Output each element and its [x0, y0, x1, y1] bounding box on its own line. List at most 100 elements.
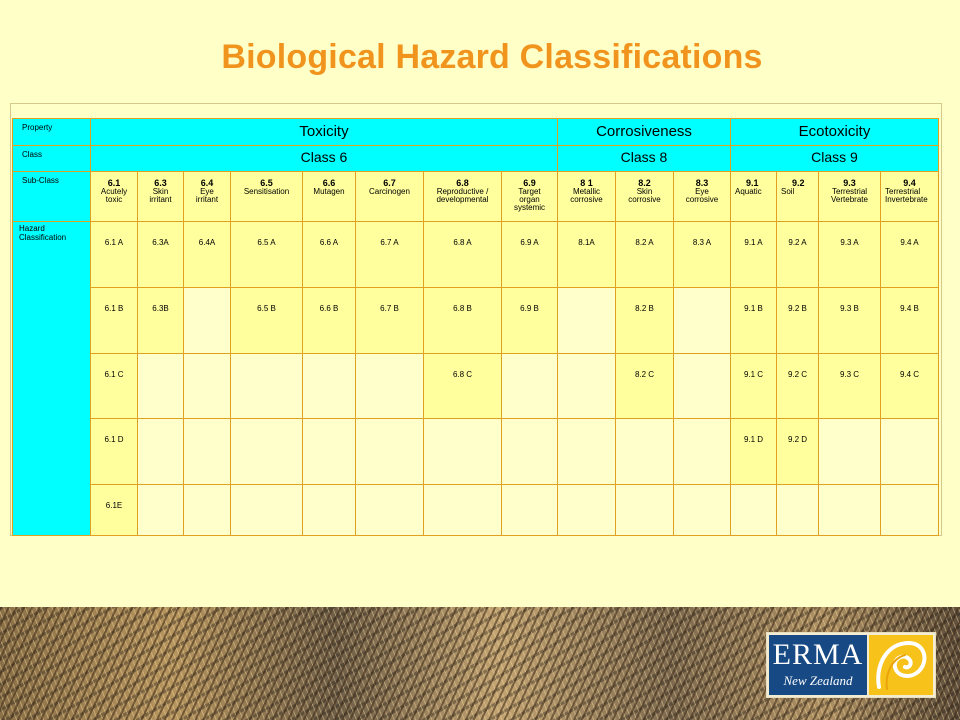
hazard-class-value: 9.1 A: [744, 238, 763, 247]
property-label: Property: [22, 123, 53, 132]
subclass-6-9: 6.9 Target organ systemic: [501, 171, 558, 222]
hazard-class-value: 6.5 A: [257, 238, 276, 247]
hazard-cell-empty: [557, 418, 616, 485]
subclass-6-5: 6.5 Sensitisation: [230, 171, 303, 222]
hazard-cell-empty: [673, 484, 731, 536]
hazard-cell-8-2-a: 8.2 A: [615, 221, 674, 288]
subclass-9-1: 9.1 Aquatic: [730, 171, 777, 222]
hazard-cell-empty: [137, 484, 184, 536]
hazard-class-value: 6.9 A: [520, 238, 539, 247]
hazard-cell-9-4-c: 9.4 C: [880, 353, 939, 419]
hazard-class-value: 8.3 A: [692, 238, 712, 247]
hazard-cell-empty: [880, 484, 939, 536]
hazard-cell-6-7-b: 6.7 B: [355, 287, 424, 354]
ecotoxicity-group: Ecotoxicity: [798, 123, 871, 140]
toxicity-group-cell: Toxicity: [90, 118, 558, 146]
hazard-cell-6-6-a: 6.6 A: [302, 221, 356, 288]
hazard-class-value: 6.7 B: [380, 304, 399, 313]
hazard-cell-empty: [818, 484, 881, 536]
subclass-code: 6.9: [523, 178, 536, 188]
hazard-class-value: 9.4 B: [900, 304, 919, 313]
logo-subtitle: New Zealand: [783, 673, 853, 688]
hazard-cell-9-1-b: 9.1 B: [730, 287, 777, 354]
hazard-cell-empty: [355, 353, 424, 419]
subclass-6-6: 6.6 Mutagen: [302, 171, 356, 222]
hazard-class-value: 6.1 B: [104, 304, 124, 313]
class8-cell: Class 8: [557, 145, 731, 172]
subclass-name: Carcinogen: [369, 187, 410, 196]
subclass-code: 6.5: [260, 178, 273, 188]
subclass-9-3: 9.3 Terrestrial Vertebrate: [818, 171, 881, 222]
hazard-cell-9-2-b: 9.2 B: [776, 287, 819, 354]
hazard-class-value: 9.4 C: [899, 370, 920, 379]
hazard-classification-table: Property Toxicity Corrosiveness Ecotoxic…: [12, 118, 939, 536]
subclass-label-cell: Sub-Class: [12, 171, 91, 222]
hazard-class-value: 6.8 B: [453, 304, 472, 313]
hazard-cell-9-1-a: 9.1 A: [730, 221, 777, 288]
hazard-class-value: 6.7 A: [380, 238, 399, 247]
hazard-cell-6-9-a: 6.9 A: [501, 221, 558, 288]
hazard-cell-empty: [557, 353, 616, 419]
hazard-class-value: 9.1 D: [743, 435, 764, 444]
hazard-class-value: 6.5 B: [257, 304, 276, 313]
hazard-class-value: 8.2 C: [634, 370, 655, 379]
hazard-class-value: 6.6 B: [319, 304, 339, 313]
hazard-cell-empty: [423, 484, 502, 536]
hazard-cell-empty: [501, 484, 558, 536]
hazard-cell-9-4-a: 9.4 A: [880, 221, 939, 288]
hazard-cell-6-1-a: 6.1 A: [90, 221, 138, 288]
hazard-cell-empty: [355, 484, 424, 536]
hazard-cell-9-3-c: 9.3 C: [818, 353, 881, 419]
page-title: Biological Hazard Classifications: [221, 38, 763, 76]
subclass-code: 9.4: [903, 178, 916, 188]
hazard-cell-empty: [183, 287, 231, 354]
hazard-cell-8-2-b: 8.2 B: [615, 287, 674, 354]
class8-header: Class 8: [620, 149, 668, 165]
hazard-cell-6-1-c: 6.1 C: [90, 353, 138, 419]
hazard-class-value: 6.1 D: [104, 435, 124, 444]
hazard-cell-8-1-a: 8.1A: [557, 221, 616, 288]
hazard-class-value: 6.8 A: [453, 238, 472, 247]
subclass-code: 8.2: [638, 178, 651, 188]
hazard-class-value: 6.1 C: [104, 370, 124, 379]
table-frame: [10, 103, 942, 536]
subclass-label: Sub-Class: [22, 176, 59, 185]
hazard-cell-6-6-b: 6.6 B: [302, 287, 356, 354]
hazard-cell-empty: [615, 484, 674, 536]
subclass-name: Metallic corrosive: [570, 187, 603, 204]
hazard-class-value: 6.3A: [152, 238, 169, 247]
hazard-cell-6-7-a: 6.7 A: [355, 221, 424, 288]
subclass-code: 8 1: [580, 178, 593, 188]
subclass-code: 6.8: [456, 178, 469, 188]
hazard-cell-empty: [230, 418, 303, 485]
hazard-cell-empty: [615, 418, 674, 485]
hazard-cell-empty: [302, 484, 356, 536]
logo-wordmark-panel: ERMA New Zealand: [769, 635, 867, 695]
hazard-cell-9-3-b: 9.3 B: [818, 287, 881, 354]
class6-header: Class 6: [300, 149, 348, 165]
hazard-cell-empty: [730, 484, 777, 536]
subclass-code: 9.3: [843, 178, 856, 188]
hazard-class-value: 9.1 C: [743, 370, 764, 379]
hazard-cell-empty: [501, 353, 558, 419]
hazard-cell-9-2-a: 9.2 A: [776, 221, 819, 288]
subclass-name: Reproductive / developmental: [436, 187, 489, 204]
hazard-cell-6-3-b: 6.3B: [137, 287, 184, 354]
hazard-class-value: 9.2 C: [787, 370, 808, 379]
hazard-class-value: 9.2 D: [787, 435, 808, 444]
hazard-cell-empty: [137, 418, 184, 485]
hazard-cell-6-1-e: 6.1E: [90, 484, 138, 536]
subclass-code: 6.3: [154, 178, 167, 188]
subclass-code: 6.6: [322, 178, 336, 188]
hazard-cell-empty: [137, 353, 184, 419]
hazard-cell-empty: [230, 484, 303, 536]
hazard-class-value: 6.9 B: [520, 304, 539, 313]
subclass-code: 8.3: [695, 178, 709, 188]
hazard-classification-label: Hazard Classification: [19, 224, 67, 242]
hazard-cell-empty: [818, 418, 881, 485]
subclass-8-2: 8.2 Skin corrosive: [615, 171, 674, 222]
hazard-class-value: 8.1A: [578, 238, 595, 247]
subclass-code: 6.1: [107, 178, 121, 188]
hazard-class-value: 9.2 B: [788, 304, 807, 313]
hazard-cell-empty: [501, 418, 558, 485]
